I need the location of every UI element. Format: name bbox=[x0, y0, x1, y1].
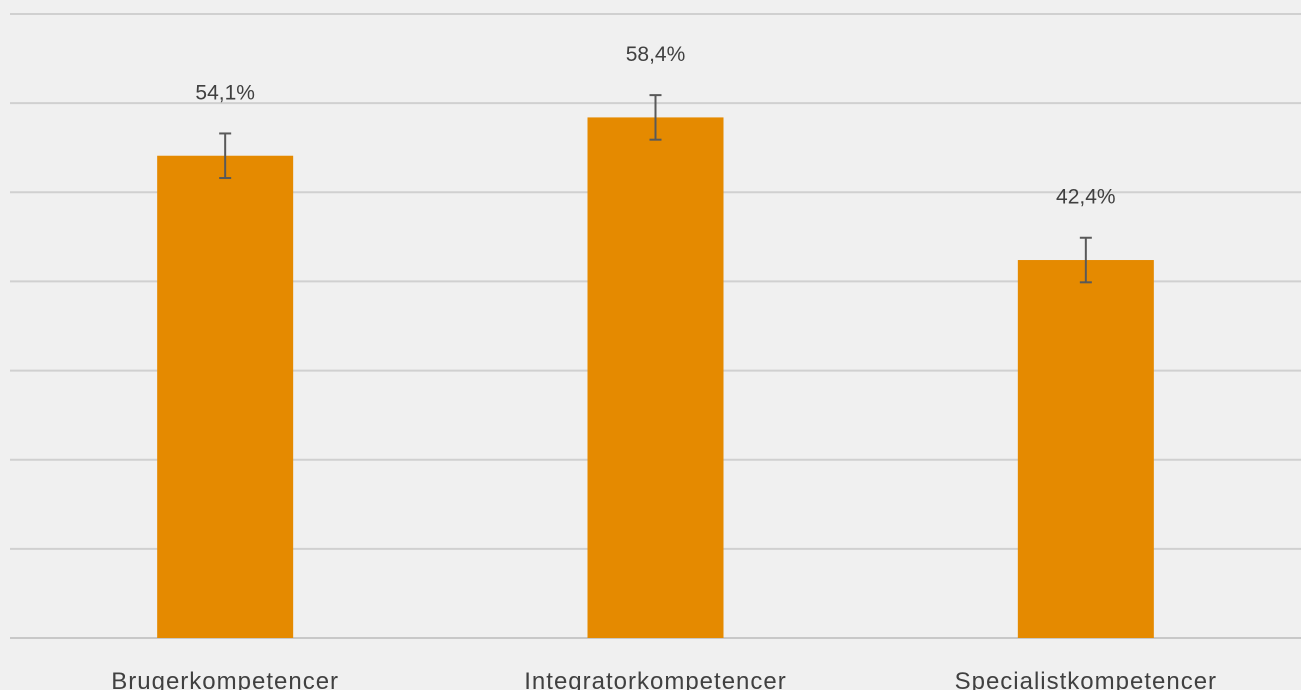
data-label: 58,4% bbox=[626, 43, 686, 66]
category-label: Brugerkompetencer bbox=[111, 668, 339, 690]
error-bar-integratorkompetencer bbox=[649, 94, 662, 141]
error-bars bbox=[219, 94, 1092, 284]
data-label: 54,1% bbox=[195, 81, 255, 104]
category-label: Specialistkompetencer bbox=[955, 668, 1217, 690]
category-label: Integratorkompetencer bbox=[524, 668, 786, 690]
bar-brugerkompetencer bbox=[157, 155, 294, 639]
bar-specialistkompetencer bbox=[1017, 260, 1154, 638]
data-label: 42,4% bbox=[1056, 186, 1116, 209]
error-bar-brugerkompetencer bbox=[219, 132, 232, 180]
error-bar-specialistkompetencer bbox=[1079, 236, 1092, 284]
bar-integratorkompetencer bbox=[587, 117, 724, 639]
category-labels: Brugerkompetencer Integratorkompetencer Sp… bbox=[111, 668, 1217, 690]
data-labels: 54,1% 58,4% 42,4% bbox=[195, 43, 1115, 209]
bars bbox=[157, 117, 1154, 639]
